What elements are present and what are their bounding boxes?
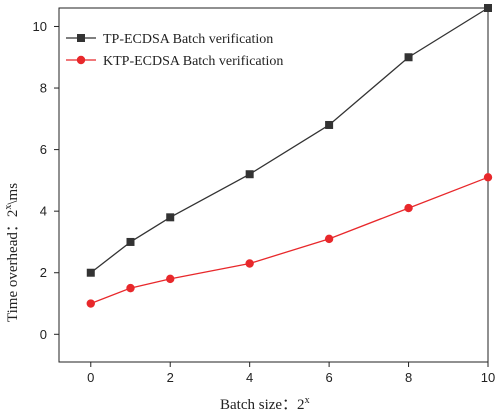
data-point-tp-ecdsa [484, 4, 492, 12]
data-point-ktp-ecdsa [86, 299, 95, 308]
x-tick-label: 2 [167, 370, 174, 385]
data-point-ktp-ecdsa [324, 234, 334, 244]
data-point-tp-ecdsa [325, 120, 334, 129]
x-tick-label: 10 [481, 370, 495, 385]
y-axis-title-unit: \ms [5, 183, 21, 205]
x-tick-label: 4 [246, 370, 253, 385]
y-axis-title-text: Time overhead：2 [5, 210, 21, 322]
y-tick-label: 4 [40, 204, 47, 219]
data-point-tp-ecdsa [86, 268, 95, 277]
x-axis-title-exponent: x [305, 395, 310, 406]
legend-label-ktp-ecdsa: KTP-ECDSA Batch verification [103, 54, 283, 69]
series-line-tp-ecdsa [90, 7, 489, 274]
y-axis-title-exponent: x [3, 205, 14, 210]
data-point-ktp-ecdsa [245, 259, 254, 268]
y-axis-title: Time overhead：2x\ms [3, 183, 21, 322]
data-point-ktp-ecdsa [126, 283, 135, 293]
data-point-tp-ecdsa [166, 213, 175, 222]
legend: TP-ECDSA Batch verification KTP-ECDSA Ba… [66, 32, 283, 69]
data-point-tp-ecdsa [404, 53, 413, 62]
y-tick-label: 8 [40, 81, 47, 96]
data-point-ktp-ecdsa [404, 203, 413, 213]
y-tick-label: 10 [33, 19, 47, 34]
data-point-ktp-ecdsa [166, 274, 175, 284]
series-layer [86, 4, 493, 308]
x-tick-label: 8 [405, 370, 412, 385]
x-tick-label: 6 [325, 370, 332, 385]
x-axis-title-text: Batch size：2 [220, 397, 305, 413]
x-axis-ticks: 0 2 4 6 8 10 [87, 362, 495, 385]
x-axis-title: Batch size：2x [220, 395, 310, 413]
series-line-ktp-ecdsa [90, 176, 489, 305]
legend-marker-tp-ecdsa [77, 34, 85, 42]
y-tick-label: 2 [40, 265, 47, 280]
plot-frame [58, 7, 489, 363]
legend-marker-ktp-ecdsa [76, 55, 86, 65]
legend-label-tp-ecdsa: TP-ECDSA Batch verification [103, 32, 273, 47]
data-point-ktp-ecdsa [483, 173, 493, 182]
y-tick-label: 0 [40, 327, 47, 342]
y-tick-label: 6 [40, 142, 47, 157]
x-tick-label: 0 [87, 370, 94, 385]
data-point-tp-ecdsa [245, 170, 254, 179]
y-axis-ticks: 0 2 4 6 8 10 [33, 19, 59, 342]
data-point-tp-ecdsa [126, 237, 135, 246]
